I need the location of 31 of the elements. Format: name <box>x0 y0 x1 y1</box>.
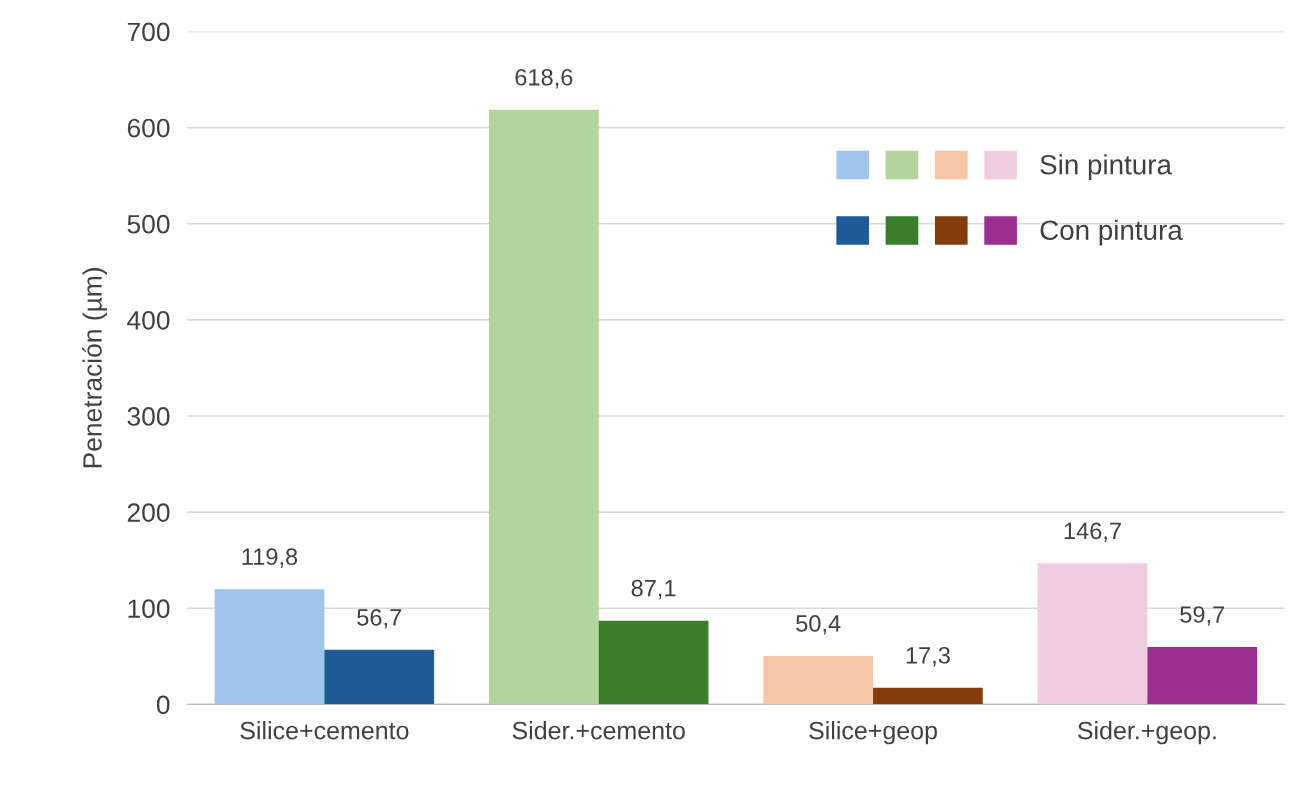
y-tick-label: 500 <box>127 214 170 234</box>
data-label: 17,3 <box>906 646 950 667</box>
bar <box>1037 563 1148 705</box>
y-tick-label: 400 <box>127 310 170 330</box>
data-label: 59,7 <box>1180 606 1225 626</box>
bar <box>324 649 435 705</box>
x-tick-label: Silice+cemento <box>240 721 409 740</box>
bar <box>598 620 709 705</box>
x-tick-label: Silice+geop <box>809 721 937 745</box>
data-label: 618,6 <box>515 68 573 89</box>
y-tick-label: 200 <box>127 503 170 522</box>
y-tick-label: 600 <box>127 118 170 138</box>
bar <box>1147 646 1258 705</box>
bar <box>763 655 874 705</box>
legend-label: Con pintura <box>1040 219 1183 246</box>
y-axis-title: Penetración (µm) <box>82 268 108 468</box>
bar <box>214 589 325 705</box>
y-tick-label: 100 <box>128 599 170 619</box>
legend-label: Sin pintura <box>1040 154 1172 181</box>
data-label: 146,7 <box>1064 522 1121 543</box>
bar <box>488 109 599 705</box>
y-tick-label: 700 <box>127 22 170 42</box>
data-label: 87,1 <box>631 579 676 600</box>
x-tick-label: Sider.+geop. <box>1077 721 1216 745</box>
data-label: 119,8 <box>242 548 298 568</box>
y-tick-label: 300 <box>127 407 170 426</box>
x-tick-label: Sider.+cemento <box>512 721 685 740</box>
bar <box>873 687 983 705</box>
data-label: 56,7 <box>357 609 402 629</box>
y-tick-label: 0 <box>156 695 170 715</box>
data-label: 50,4 <box>796 615 841 635</box>
